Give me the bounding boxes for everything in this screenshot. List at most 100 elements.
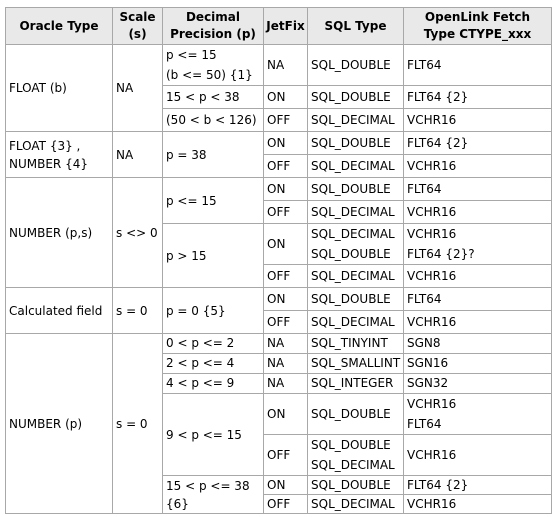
cell-oracle-type: FLOAT (b) (5, 44, 113, 132)
cell-scale: NA (112, 131, 163, 178)
cell-oracle-type: NUMBER (p) (5, 333, 113, 514)
cell-jetfix: ON (263, 223, 308, 265)
cell-jetfix: OFF (263, 310, 308, 334)
header-decimal-precision: Decimal Precision (p) (162, 7, 264, 45)
table-row: OFF SQL_DECIMAL VCHR16 (6, 154, 552, 178)
cell-fetch-type: VCHR16 (403, 154, 552, 178)
cell-oracle-type: NUMBER (p,s) (5, 177, 113, 288)
cell-sql-type: SQL_DECIMAL (307, 108, 404, 132)
table-row: Calculated field s = 0 p = 0 {5} ON SQL_… (5, 287, 552, 334)
cell-precision: 4 < p <= 9 (162, 373, 264, 394)
table-row: 4 < p <= 9 NA SQL_INTEGER SGN32 (6, 373, 552, 394)
table-row: NUMBER (p) s = 0 0 < p <= 2 NA SQL_TINYI… (5, 333, 552, 514)
cell-sql-type: SQL_DOUBLE SQL_DECIMAL (307, 434, 404, 476)
cell-precision: 15 < p < 38 (162, 85, 264, 109)
cell-sql-type: SQL_DOUBLE (307, 393, 404, 435)
cell-fetch-type: FLT64 {2} (403, 475, 552, 495)
cell-sql-type: SQL_TINYINT (307, 333, 404, 354)
table-row: OFF SQL_DECIMAL VCHR16 (6, 200, 552, 224)
table-row: OFF SQL_DOUBLE SQL_DECIMAL VCHR16 (6, 434, 552, 476)
table-row: FLOAT (b) NA p <= 15 (b <= 50) {1} NA SQ… (5, 44, 552, 132)
cell-sql-type: SQL_DECIMAL (307, 494, 404, 514)
cell-jetfix: OFF (263, 108, 308, 132)
cell-precision: 0 < p <= 2 (162, 333, 264, 354)
cell-precision: p <= 15 (b <= 50) {1} (162, 44, 264, 86)
cell-jetfix: ON (263, 393, 308, 435)
cell-fetch-type: FLT64 {2} (403, 85, 552, 109)
cell-jetfix: NA (263, 44, 308, 86)
cell-fetch-type: VCHR16 (403, 108, 552, 132)
table-row: OFF SQL_DECIMAL VCHR16 (6, 264, 552, 288)
cell-precision: (50 < b < 126) (162, 108, 264, 132)
cell-fetch-type: FLT64 (403, 287, 552, 311)
cell-jetfix: ON (263, 475, 308, 495)
table-row: FLOAT {3} , NUMBER {4} NA p = 38 ON SQL_… (5, 131, 552, 178)
cell-jetfix: OFF (263, 200, 308, 224)
header-oracle-type: Oracle Type (5, 7, 113, 45)
cell-oracle-type: FLOAT {3} , NUMBER {4} (5, 131, 113, 178)
cell-jetfix: OFF (263, 154, 308, 178)
type-mapping-table-wrapper: Oracle Type Scale (s) Decimal Precision (p… (5, 7, 552, 514)
table-row: OFF SQL_DECIMAL VCHR16 (6, 494, 552, 514)
cell-precision: p <= 15 (162, 177, 264, 224)
cell-sql-type: SQL_DOUBLE (307, 177, 404, 201)
cell-fetch-type: VCHR16 FLT64 (403, 393, 552, 435)
cell-sql-type: SQL_DECIMAL (307, 154, 404, 178)
cell-precision: p > 15 (162, 223, 264, 288)
table-row: p > 15 ON SQL_DECIMAL SQL_DOUBLE VCHR16 … (6, 223, 552, 288)
cell-jetfix: OFF (263, 264, 308, 288)
cell-sql-type: SQL_DECIMAL (307, 264, 404, 288)
cell-precision: 9 < p <= 15 (162, 393, 264, 476)
cell-scale: s = 0 (112, 287, 163, 334)
cell-fetch-type: VCHR16 (403, 200, 552, 224)
cell-jetfix: ON (263, 177, 308, 201)
header-jetfix: JetFix (263, 7, 308, 45)
cell-precision: 15 < p <= 38 {6} (162, 475, 264, 514)
cell-sql-type: SQL_DECIMAL (307, 200, 404, 224)
header-sql-type: SQL Type (307, 7, 404, 45)
cell-sql-type: SQL_DOUBLE (307, 131, 404, 155)
header-scale: Scale (s) (112, 7, 163, 45)
cell-precision: p = 0 {5} (162, 287, 264, 334)
cell-jetfix: ON (263, 85, 308, 109)
cell-sql-type: SQL_DOUBLE (307, 44, 404, 86)
cell-scale: s <> 0 (112, 177, 163, 288)
cell-sql-type: SQL_DOUBLE (307, 475, 404, 495)
cell-jetfix: OFF (263, 494, 308, 514)
cell-precision: 2 < p <= 4 (162, 353, 264, 374)
header-row: Oracle Type Scale (s) Decimal Precision (p… (5, 7, 552, 45)
cell-jetfix: ON (263, 287, 308, 311)
cell-sql-type: SQL_DOUBLE (307, 85, 404, 109)
cell-fetch-type: VCHR16 (403, 310, 552, 334)
cell-sql-type: SQL_SMALLINT (307, 353, 404, 374)
cell-fetch-type: VCHR16 (403, 264, 552, 288)
cell-precision: p = 38 (162, 131, 264, 178)
cell-jetfix: NA (263, 353, 308, 374)
cell-sql-type: SQL_DOUBLE (307, 287, 404, 311)
cell-fetch-type: VCHR16 FLT64 {2}? (403, 223, 552, 265)
cell-scale: NA (112, 44, 163, 132)
cell-oracle-type: Calculated field (5, 287, 113, 334)
cell-jetfix: NA (263, 373, 308, 394)
cell-sql-type: SQL_DECIMAL SQL_DOUBLE (307, 223, 404, 265)
header-openlink-fetch: OpenLink Fetch Type CTYPE_xxx (403, 7, 552, 45)
table-row: NUMBER (p,s) s <> 0 p <= 15 ON SQL_DOUBL… (5, 177, 552, 288)
cell-fetch-type: FLT64 (403, 44, 552, 86)
cell-fetch-type: FLT64 {2} (403, 131, 552, 155)
cell-scale: s = 0 (112, 333, 163, 514)
cell-jetfix: ON (263, 131, 308, 155)
table-row: 15 < p < 38 ON SQL_DOUBLE FLT64 {2} (6, 85, 552, 109)
cell-fetch-type: SGN32 (403, 373, 552, 394)
cell-fetch-type: FLT64 (403, 177, 552, 201)
cell-fetch-type: SGN8 (403, 333, 552, 354)
cell-sql-type: SQL_DECIMAL (307, 310, 404, 334)
cell-fetch-type: SGN16 (403, 353, 552, 374)
cell-sql-type: SQL_INTEGER (307, 373, 404, 394)
table-row: 2 < p <= 4 NA SQL_SMALLINT SGN16 (6, 353, 552, 374)
cell-fetch-type: VCHR16 (403, 434, 552, 476)
cell-fetch-type: VCHR16 (403, 494, 552, 514)
table-row: (50 < b < 126) OFF SQL_DECIMAL VCHR16 (6, 108, 552, 132)
cell-jetfix: OFF (263, 434, 308, 476)
cell-jetfix: NA (263, 333, 308, 354)
type-mapping-table: Oracle Type Scale (s) Decimal Precision (p… (5, 7, 552, 514)
